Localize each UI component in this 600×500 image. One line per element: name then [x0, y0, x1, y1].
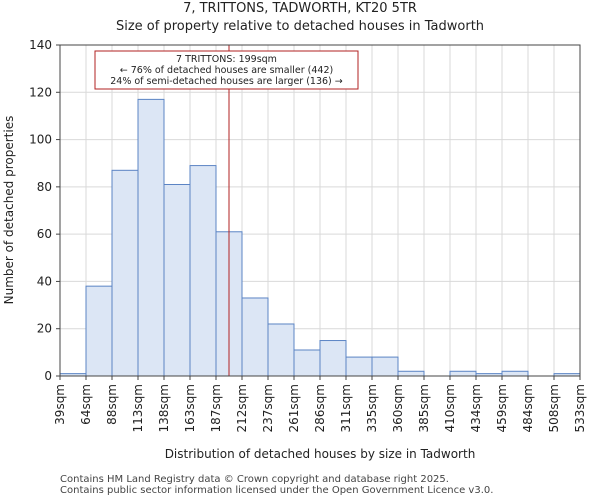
bar-113sqm	[137, 98, 165, 377]
y-tick-label: 40	[37, 274, 52, 288]
y-tick-label: 0	[44, 369, 52, 383]
x-axis-label: Distribution of detached houses by size …	[165, 447, 476, 461]
chart-title: 7, TRITTONS, TADWORTH, KT20 5TR	[183, 1, 417, 16]
annotation-line-2: ← 76% of detached houses are smaller (44…	[120, 65, 333, 76]
bars	[59, 98, 581, 377]
bar-138sqm	[163, 183, 191, 377]
x-tick-label: 64sqm	[79, 384, 93, 425]
bar-212sqm	[241, 297, 269, 377]
y-tick-label: 140	[29, 38, 52, 52]
x-tick-label: 88sqm	[105, 384, 119, 425]
x-tick-label: 360sqm	[391, 384, 405, 432]
bar-64sqm	[85, 285, 113, 377]
x-tick-label: 212sqm	[235, 384, 249, 432]
property-marker: 7 TRITTONS: 199sqm← 76% of detached hous…	[94, 45, 359, 376]
x-tick-label: 39sqm	[53, 384, 67, 425]
x-tick-label: 113sqm	[131, 384, 145, 432]
x-tick-label: 237sqm	[261, 384, 275, 432]
x-tick-label: 335sqm	[365, 384, 379, 432]
bar-360sqm	[397, 370, 425, 377]
x-tick-label: 484sqm	[521, 384, 535, 432]
x-tick-label: 385sqm	[417, 384, 431, 432]
bar-311sqm	[345, 356, 373, 377]
x-tick-label: 533sqm	[573, 384, 587, 432]
bar-237sqm	[267, 323, 295, 377]
x-tick-label: 187sqm	[209, 384, 223, 432]
annotation-box	[94, 50, 359, 90]
y-axis-label: Number of detached properties	[2, 116, 16, 305]
footer-line-1: Contains HM Land Registry data © Crown c…	[60, 474, 449, 485]
bar-410sqm	[449, 370, 477, 377]
y-tick-label: 20	[37, 322, 52, 336]
annotation-line-1: 7 TRITTONS: 199sqm	[176, 54, 277, 65]
x-tick-label: 311sqm	[339, 384, 353, 432]
footer-line-2: Contains public sector information licen…	[60, 485, 494, 496]
x-tick-label: 261sqm	[287, 384, 301, 432]
bar-88sqm	[111, 169, 139, 377]
x-tick-label: 410sqm	[443, 384, 457, 432]
x-tick-label: 459sqm	[495, 384, 509, 432]
chart-subtitle: Size of property relative to detached ho…	[115, 19, 485, 34]
histogram-chart: 7 TRITTONS: 199sqm← 76% of detached hous…	[2, 38, 587, 461]
y-tick-label: 120	[29, 85, 52, 99]
y-tick-label: 60	[37, 227, 52, 241]
x-tick-label: 434sqm	[469, 384, 483, 432]
bar-261sqm	[293, 349, 321, 377]
y-tick-label: 80	[37, 180, 52, 194]
x-tick-label: 138sqm	[157, 384, 171, 432]
bar-335sqm	[371, 356, 399, 377]
bar-459sqm	[501, 370, 529, 377]
x-ticks: 39sqm 64sqm 88sqm 113sqm 138sqm 163sqm 187sqm 2…	[53, 376, 587, 432]
x-tick-label: 286sqm	[313, 384, 327, 432]
bar-286sqm	[319, 340, 347, 377]
y-ticks: 0 20 40 60 80 100 120 140	[29, 38, 60, 383]
annotation-line-3: 24% of semi-detached houses are larger (…	[110, 76, 343, 87]
x-tick-label: 508sqm	[547, 384, 561, 432]
x-tick-label: 163sqm	[183, 384, 197, 432]
y-tick-label: 100	[29, 133, 52, 147]
bar-163sqm	[189, 165, 217, 377]
